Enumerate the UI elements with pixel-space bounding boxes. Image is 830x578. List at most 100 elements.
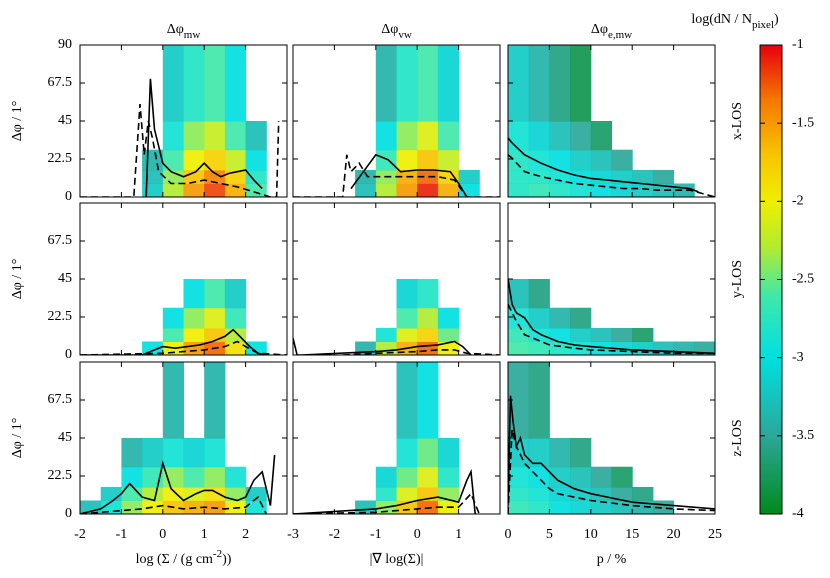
heat-cell <box>528 362 550 439</box>
heat-cell <box>417 307 439 329</box>
heat-cell <box>162 307 184 329</box>
heat-cell <box>549 121 571 151</box>
heat-cell <box>508 500 530 514</box>
heat-cell <box>570 327 592 342</box>
heat-cell <box>204 500 226 514</box>
heat-cell <box>570 45 592 122</box>
heat-cell <box>245 500 267 514</box>
heat-cell <box>694 341 715 355</box>
row-label: y-LOS <box>730 260 745 298</box>
heat-cell <box>142 438 164 468</box>
heat-cell <box>611 149 633 171</box>
heat-cell <box>183 341 205 355</box>
heat-cell <box>245 341 267 355</box>
x-tick-label: -1 <box>116 527 128 542</box>
heat-cell <box>142 500 164 514</box>
heat-cell <box>652 341 675 355</box>
heat-cell <box>204 486 226 501</box>
heat-cell <box>652 169 675 184</box>
heat-cell <box>437 183 460 197</box>
line <box>508 429 715 514</box>
heat-cell <box>375 149 397 171</box>
heat-cell <box>417 183 439 197</box>
heat-cell <box>375 327 397 342</box>
heat-cell <box>570 121 592 151</box>
heat-cell <box>417 121 439 151</box>
y-tick-label: 22.5 <box>48 309 73 324</box>
line <box>508 154 715 197</box>
heat-cell <box>549 169 571 184</box>
heat-cell <box>224 307 247 329</box>
heat-cell <box>528 45 550 122</box>
heat-cell <box>508 341 530 355</box>
column-title: Δφe,mw <box>591 22 632 40</box>
heat-cell <box>396 149 418 171</box>
colorbar-tick-label: -3.5 <box>792 428 814 443</box>
y-axis-label: Δφ / 1° <box>10 259 25 300</box>
x-tick-label: 10 <box>584 527 598 542</box>
y-tick-label: 67.5 <box>48 392 73 407</box>
y-tick-label: 45 <box>58 430 72 445</box>
panel <box>80 362 276 514</box>
column-title-sub: e,mw <box>608 29 632 41</box>
heat-cell <box>142 341 164 355</box>
line <box>350 153 468 197</box>
x-axis-label: |∇ log(Σ)| <box>370 552 424 567</box>
y-tick-label: 90 <box>58 37 72 52</box>
heat-cell <box>183 183 205 197</box>
heat-cell <box>590 149 612 171</box>
heat-cell <box>162 438 184 468</box>
y-tick-label: 0 <box>65 189 72 204</box>
heat-cell <box>590 169 612 184</box>
x-tick-label: -3 <box>287 527 299 542</box>
heat-cell <box>204 466 226 488</box>
heat-cell <box>375 183 397 197</box>
colorbar-label-tail: ) <box>774 12 779 27</box>
x-tick-label: 15 <box>625 527 639 542</box>
line <box>80 454 276 514</box>
heat-cell <box>549 307 571 329</box>
panel <box>508 278 715 355</box>
heat-cell <box>396 279 418 309</box>
heat-cell <box>396 362 418 439</box>
heat-cell <box>162 149 184 171</box>
heat-cell <box>437 121 460 151</box>
x-axis-label-main: log (Σ / (g cm <box>136 552 213 567</box>
heat-cell <box>204 121 226 151</box>
heat-cell <box>437 438 460 468</box>
panel <box>293 279 500 355</box>
heat-cell <box>355 169 377 184</box>
heat-cell <box>508 466 530 488</box>
heat-cell <box>528 500 550 514</box>
line <box>293 154 500 197</box>
x-tick-label: 1 <box>201 527 208 542</box>
heat-cell <box>245 486 267 501</box>
row-label: x-LOS <box>730 102 745 140</box>
heat-cell <box>375 466 397 488</box>
heat-cell <box>396 438 418 468</box>
y-tick-label: 0 <box>65 506 72 521</box>
heat-cell <box>611 183 633 197</box>
heat-cell <box>632 169 654 184</box>
heat-cell <box>590 183 612 197</box>
heat-cell <box>508 307 530 329</box>
heat-cell <box>224 466 247 488</box>
line <box>508 278 715 355</box>
heat-cell <box>590 121 612 151</box>
heat-cell <box>528 121 550 151</box>
x-axis-label: p / % <box>597 552 627 567</box>
heat-cell <box>204 183 226 197</box>
heat-cell <box>162 362 184 439</box>
heat-cell <box>528 438 550 468</box>
heat-cell <box>437 149 460 171</box>
heat-cell <box>528 149 550 171</box>
colorbar-tick-label: -1.5 <box>792 115 814 130</box>
line <box>80 328 267 355</box>
heat-cell <box>417 327 439 342</box>
heat-cell <box>570 466 592 488</box>
x-tick-label: 25 <box>708 527 722 542</box>
heat-cell <box>162 169 184 184</box>
heat-cell <box>528 486 550 501</box>
heat-cell <box>437 466 460 488</box>
